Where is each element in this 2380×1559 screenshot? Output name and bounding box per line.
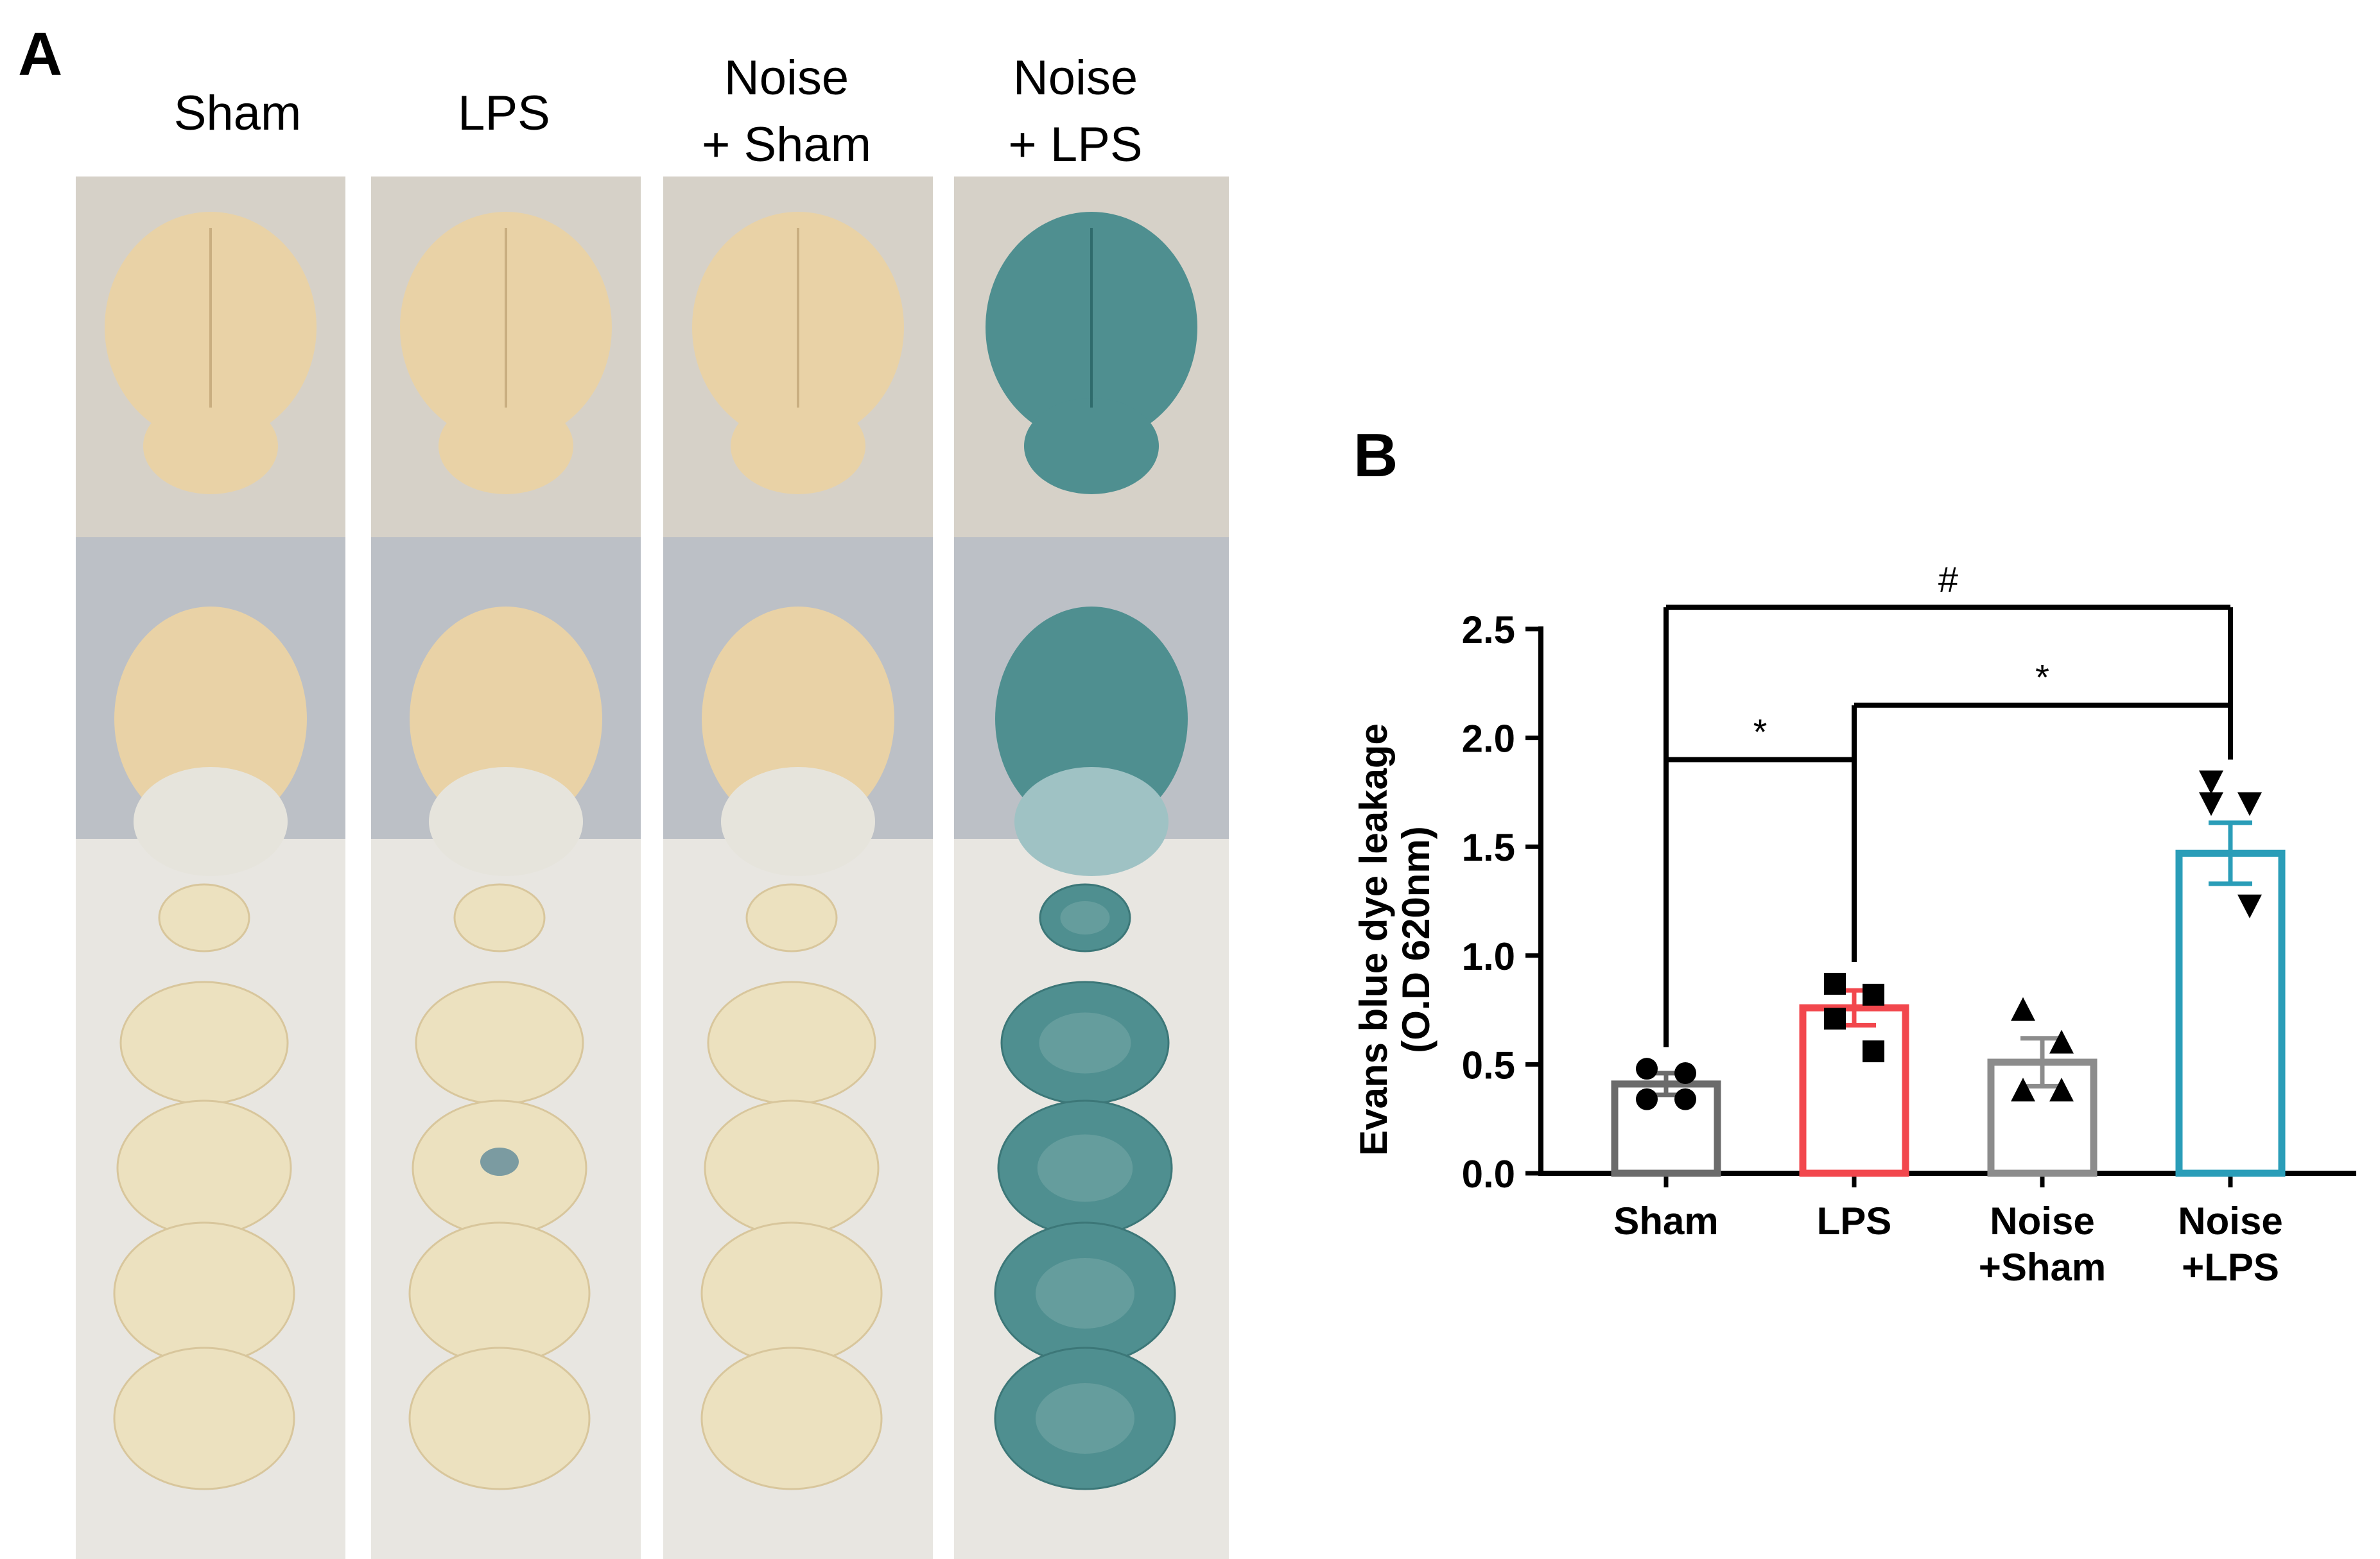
cerebellum-dorsal xyxy=(731,398,865,494)
brain-photo xyxy=(954,177,1229,1559)
brain-photo-column xyxy=(663,177,933,1559)
group-label-line2: + Sham xyxy=(701,117,872,172)
data-point xyxy=(1674,1062,1696,1084)
y-axis-label-line1: Evans blue dye leakage xyxy=(1352,723,1395,1156)
brainstem-ventral xyxy=(429,767,583,876)
whole-brain-ventral xyxy=(995,607,1188,831)
brain-photo xyxy=(371,177,641,1559)
significance-label: * xyxy=(1753,712,1768,752)
significance-label: * xyxy=(2035,657,2049,698)
whole-brain-ventral xyxy=(702,607,894,831)
bar xyxy=(1799,1004,1909,1177)
data-point xyxy=(2237,894,2262,918)
coronal-slice xyxy=(158,883,250,952)
brain-photo-column xyxy=(76,177,345,1559)
data-point xyxy=(1863,983,1884,1006)
y-axis-label: Evans blue dye leakage(O.D 620nm) xyxy=(1352,723,1438,1156)
y-tick-label: 1.0 xyxy=(1462,935,1515,978)
slice-inner-region xyxy=(1060,901,1110,935)
data-point xyxy=(2199,770,2223,795)
coronal-slice xyxy=(113,1347,295,1490)
whole-brain-ventral xyxy=(114,607,307,831)
data-point xyxy=(2049,1029,2074,1054)
x-category-label: +Sham xyxy=(1979,1246,2106,1289)
brainstem-ventral xyxy=(134,767,288,876)
blue-stain-spot xyxy=(480,1148,519,1176)
coronal-slice xyxy=(707,981,876,1105)
panel-b-letter: B xyxy=(1353,421,1398,490)
y-axis-label-line2: (O.D 620nm) xyxy=(1394,826,1438,1053)
brain-photo-column xyxy=(954,177,1229,1559)
data-point xyxy=(1636,1058,1658,1080)
group-label-line1: Noise xyxy=(724,51,849,105)
x-category-label: LPS xyxy=(1817,1200,1892,1243)
cerebellum-dorsal xyxy=(1024,398,1159,494)
coronal-slice xyxy=(415,981,584,1105)
group-label-line2: + LPS xyxy=(1008,117,1143,172)
y-tick-label: 0.5 xyxy=(1462,1044,1515,1087)
data-point xyxy=(2237,792,2262,816)
group-label-line1: LPS xyxy=(458,86,550,141)
cerebellum-dorsal xyxy=(439,398,573,494)
brain-photo xyxy=(76,177,345,1559)
y-tick-label: 0.0 xyxy=(1462,1153,1515,1196)
group-label-line1: Noise xyxy=(1012,51,1138,105)
coronal-slice xyxy=(700,1221,883,1365)
brain-photo xyxy=(663,177,933,1559)
slice-inner-region xyxy=(1036,1383,1134,1454)
panel-a-letter: A xyxy=(18,20,63,89)
significance-label: # xyxy=(1938,559,1958,599)
coronal-slice xyxy=(113,1221,295,1365)
slice-inner-region xyxy=(1036,1258,1134,1329)
y-tick-label: 2.5 xyxy=(1462,608,1515,651)
bar xyxy=(1611,1080,1721,1177)
coronal-slice xyxy=(119,981,289,1105)
coronal-slice xyxy=(745,883,838,952)
x-category-label: Noise xyxy=(1990,1200,2094,1243)
data-point xyxy=(2049,1078,2074,1102)
data-point xyxy=(1824,972,1846,995)
slice-inner-region xyxy=(1037,1134,1133,1202)
coronal-slice xyxy=(704,1099,880,1237)
x-category-label: Noise xyxy=(2178,1200,2282,1243)
group-label-noise-lps: Noise + LPS xyxy=(966,45,1185,178)
data-point xyxy=(2011,997,2035,1021)
y-tick-label: 2.0 xyxy=(1462,718,1515,761)
coronal-slice xyxy=(408,1221,591,1365)
x-category-label: +LPS xyxy=(2182,1246,2279,1289)
brain-photo-column xyxy=(371,177,641,1559)
data-point xyxy=(1636,1088,1658,1110)
data-point xyxy=(2011,1078,2035,1102)
group-label-sham: Sham xyxy=(141,80,334,147)
y-tick-label: 1.5 xyxy=(1462,826,1515,869)
data-point xyxy=(2199,792,2223,816)
group-label-lps: LPS xyxy=(408,80,600,147)
group-label-line1: Sham xyxy=(173,86,302,141)
whole-brain-ventral xyxy=(410,607,602,831)
brainstem-ventral xyxy=(721,767,875,876)
x-category-label: Sham xyxy=(1613,1200,1718,1243)
data-point xyxy=(1674,1088,1696,1110)
coronal-slice xyxy=(408,1347,591,1490)
evans-blue-bar-chart: 0.0 0.5 1.0 1.5 2.0 2.5 Evans blue dye leakage… xyxy=(1352,559,2356,1289)
coronal-slice xyxy=(700,1347,883,1490)
cerebellum-dorsal xyxy=(143,398,278,494)
data-point xyxy=(1863,1040,1884,1063)
data-point xyxy=(1824,1008,1846,1030)
brainstem-ventral xyxy=(1014,767,1168,876)
bar xyxy=(2175,849,2286,1177)
group-label-noise-sham: Noise + Sham xyxy=(671,45,902,178)
coronal-slice xyxy=(116,1099,292,1237)
slice-inner-region xyxy=(1039,1012,1131,1074)
coronal-slice xyxy=(453,883,546,952)
